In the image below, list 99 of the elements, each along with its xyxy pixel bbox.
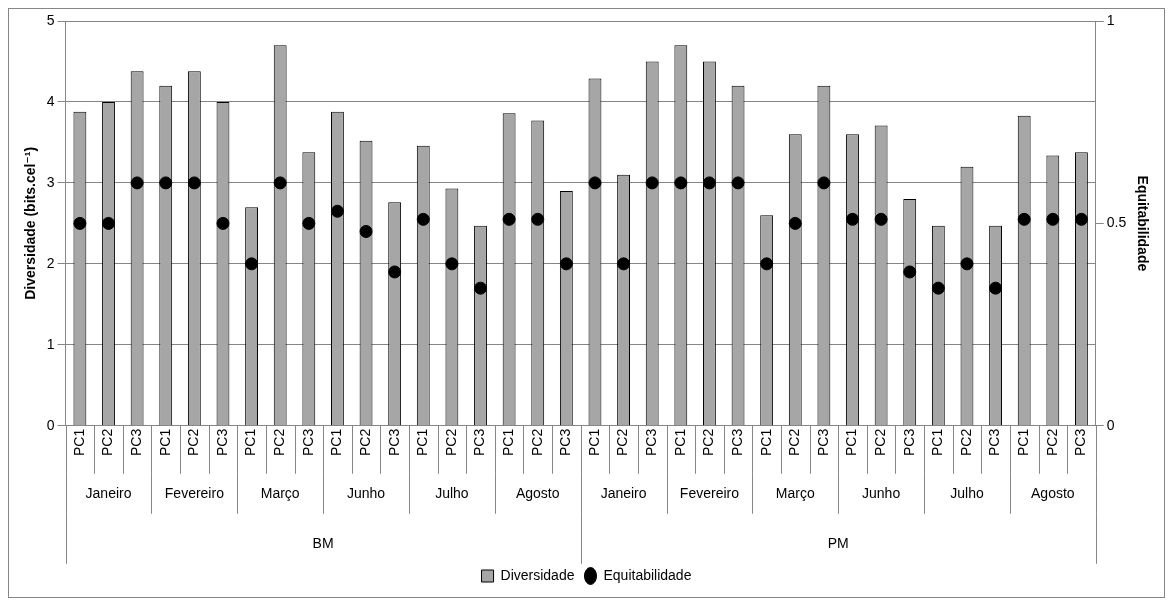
text: Janeiro (600, 484, 647, 501)
point (874, 212, 888, 226)
x-tick-label: PC2 (786, 428, 803, 456)
x-tick-label: PC2 (1043, 428, 1060, 456)
point (502, 212, 516, 226)
point (73, 216, 87, 230)
point (273, 176, 287, 190)
x-tick-label: PC1 (156, 428, 173, 456)
x-tick-label: PC1 (671, 428, 688, 456)
x-tick-label: PC3 (728, 428, 745, 456)
point (445, 257, 459, 271)
legend-label: Diversidade (500, 566, 575, 583)
x-tick-label: PC1 (1015, 428, 1032, 456)
y2-tick-label: 0.5 (1106, 214, 1127, 231)
text: BM (312, 534, 334, 551)
x-tick-label: PC3 (1072, 428, 1089, 456)
x-tick-label: PC3 (213, 428, 230, 456)
x-tick-label: PC2 (957, 428, 974, 456)
x-tick-label: PC2 (871, 428, 888, 456)
point (731, 176, 745, 190)
y-tick-label: 5 (46, 11, 55, 28)
text: Julho (950, 484, 984, 501)
y2-axis-title: Equitabilidade (1134, 175, 1151, 272)
point (416, 212, 430, 226)
x-tick-label: PC2 (528, 428, 545, 456)
text: Agosto (515, 484, 560, 501)
point (130, 176, 144, 190)
point (1046, 212, 1060, 226)
y-tick-label: 0 (46, 416, 55, 433)
x-tick-label: PC3 (385, 428, 402, 456)
point (559, 257, 573, 271)
x-tick-label: PC3 (471, 428, 488, 456)
x-tick-label: PC1 (499, 428, 516, 456)
x-tick-label: PC1 (328, 428, 345, 456)
text: Março (775, 484, 815, 501)
x-tick-label: PC1 (929, 428, 946, 456)
x-tick-label: PC1 (843, 428, 860, 456)
x-tick-label: PC2 (442, 428, 459, 456)
x-tick-label: PC2 (99, 428, 116, 456)
point (788, 216, 802, 230)
point (588, 176, 602, 190)
point (245, 257, 259, 271)
point (817, 176, 831, 190)
x-tick-label: PC3 (299, 428, 316, 456)
point (474, 281, 488, 295)
point (960, 257, 974, 271)
text: Janeiro (85, 484, 132, 501)
y-axis-title: Diversidade (bits.cel⁻¹) (22, 146, 39, 300)
x-tick-label: PC3 (643, 428, 660, 456)
x-tick-label: PC2 (614, 428, 631, 456)
point (903, 265, 917, 279)
point (760, 257, 774, 271)
point (159, 176, 173, 190)
point (846, 212, 860, 226)
point (187, 176, 201, 190)
x-tick-label: PC1 (414, 428, 431, 456)
x-tick-label: PC1 (70, 428, 87, 456)
x-tick-label: PC2 (271, 428, 288, 456)
point (1017, 212, 1031, 226)
point (931, 281, 945, 295)
text: PM (827, 534, 849, 551)
x-tick-label: PC3 (900, 428, 917, 456)
x-tick-label: PC2 (185, 428, 202, 456)
point (216, 216, 230, 230)
text: Junho (346, 484, 386, 501)
x-tick-label: PC3 (814, 428, 831, 456)
legend-label: Equitabilidade (603, 566, 692, 583)
point (102, 216, 116, 230)
point (531, 212, 545, 226)
text: Fevereiro (679, 484, 740, 501)
point (330, 204, 344, 218)
point (674, 176, 688, 190)
text: Agosto (1031, 484, 1075, 501)
x-tick-label: PC2 (700, 428, 717, 456)
x-tick-label: PC3 (127, 428, 144, 456)
x-tick-label: PC1 (585, 428, 602, 456)
point (388, 265, 402, 279)
text: Junho (862, 484, 901, 501)
x-tick-label: PC3 (557, 428, 574, 456)
y2-tick-label: 0 (1106, 416, 1115, 433)
point (1074, 212, 1088, 226)
x-tick-label: PC3 (986, 428, 1003, 456)
point (302, 216, 316, 230)
y-tick-label: 1 (46, 335, 55, 352)
x-tick-label: PC1 (757, 428, 774, 456)
point (359, 224, 373, 238)
point (989, 281, 1003, 295)
y-tick-label: 4 (46, 92, 55, 109)
text: Julho (435, 484, 469, 501)
y-tick-label: 2 (46, 254, 55, 271)
point (702, 176, 716, 190)
x-tick-label: PC1 (242, 428, 259, 456)
y-tick-label: 3 (46, 173, 55, 190)
text: Março (260, 484, 300, 501)
x-tick-label: PC2 (356, 428, 373, 456)
y2-tick-label: 1 (1106, 11, 1115, 28)
text: Fevereiro (164, 484, 225, 501)
point (645, 176, 659, 190)
point (617, 257, 631, 271)
